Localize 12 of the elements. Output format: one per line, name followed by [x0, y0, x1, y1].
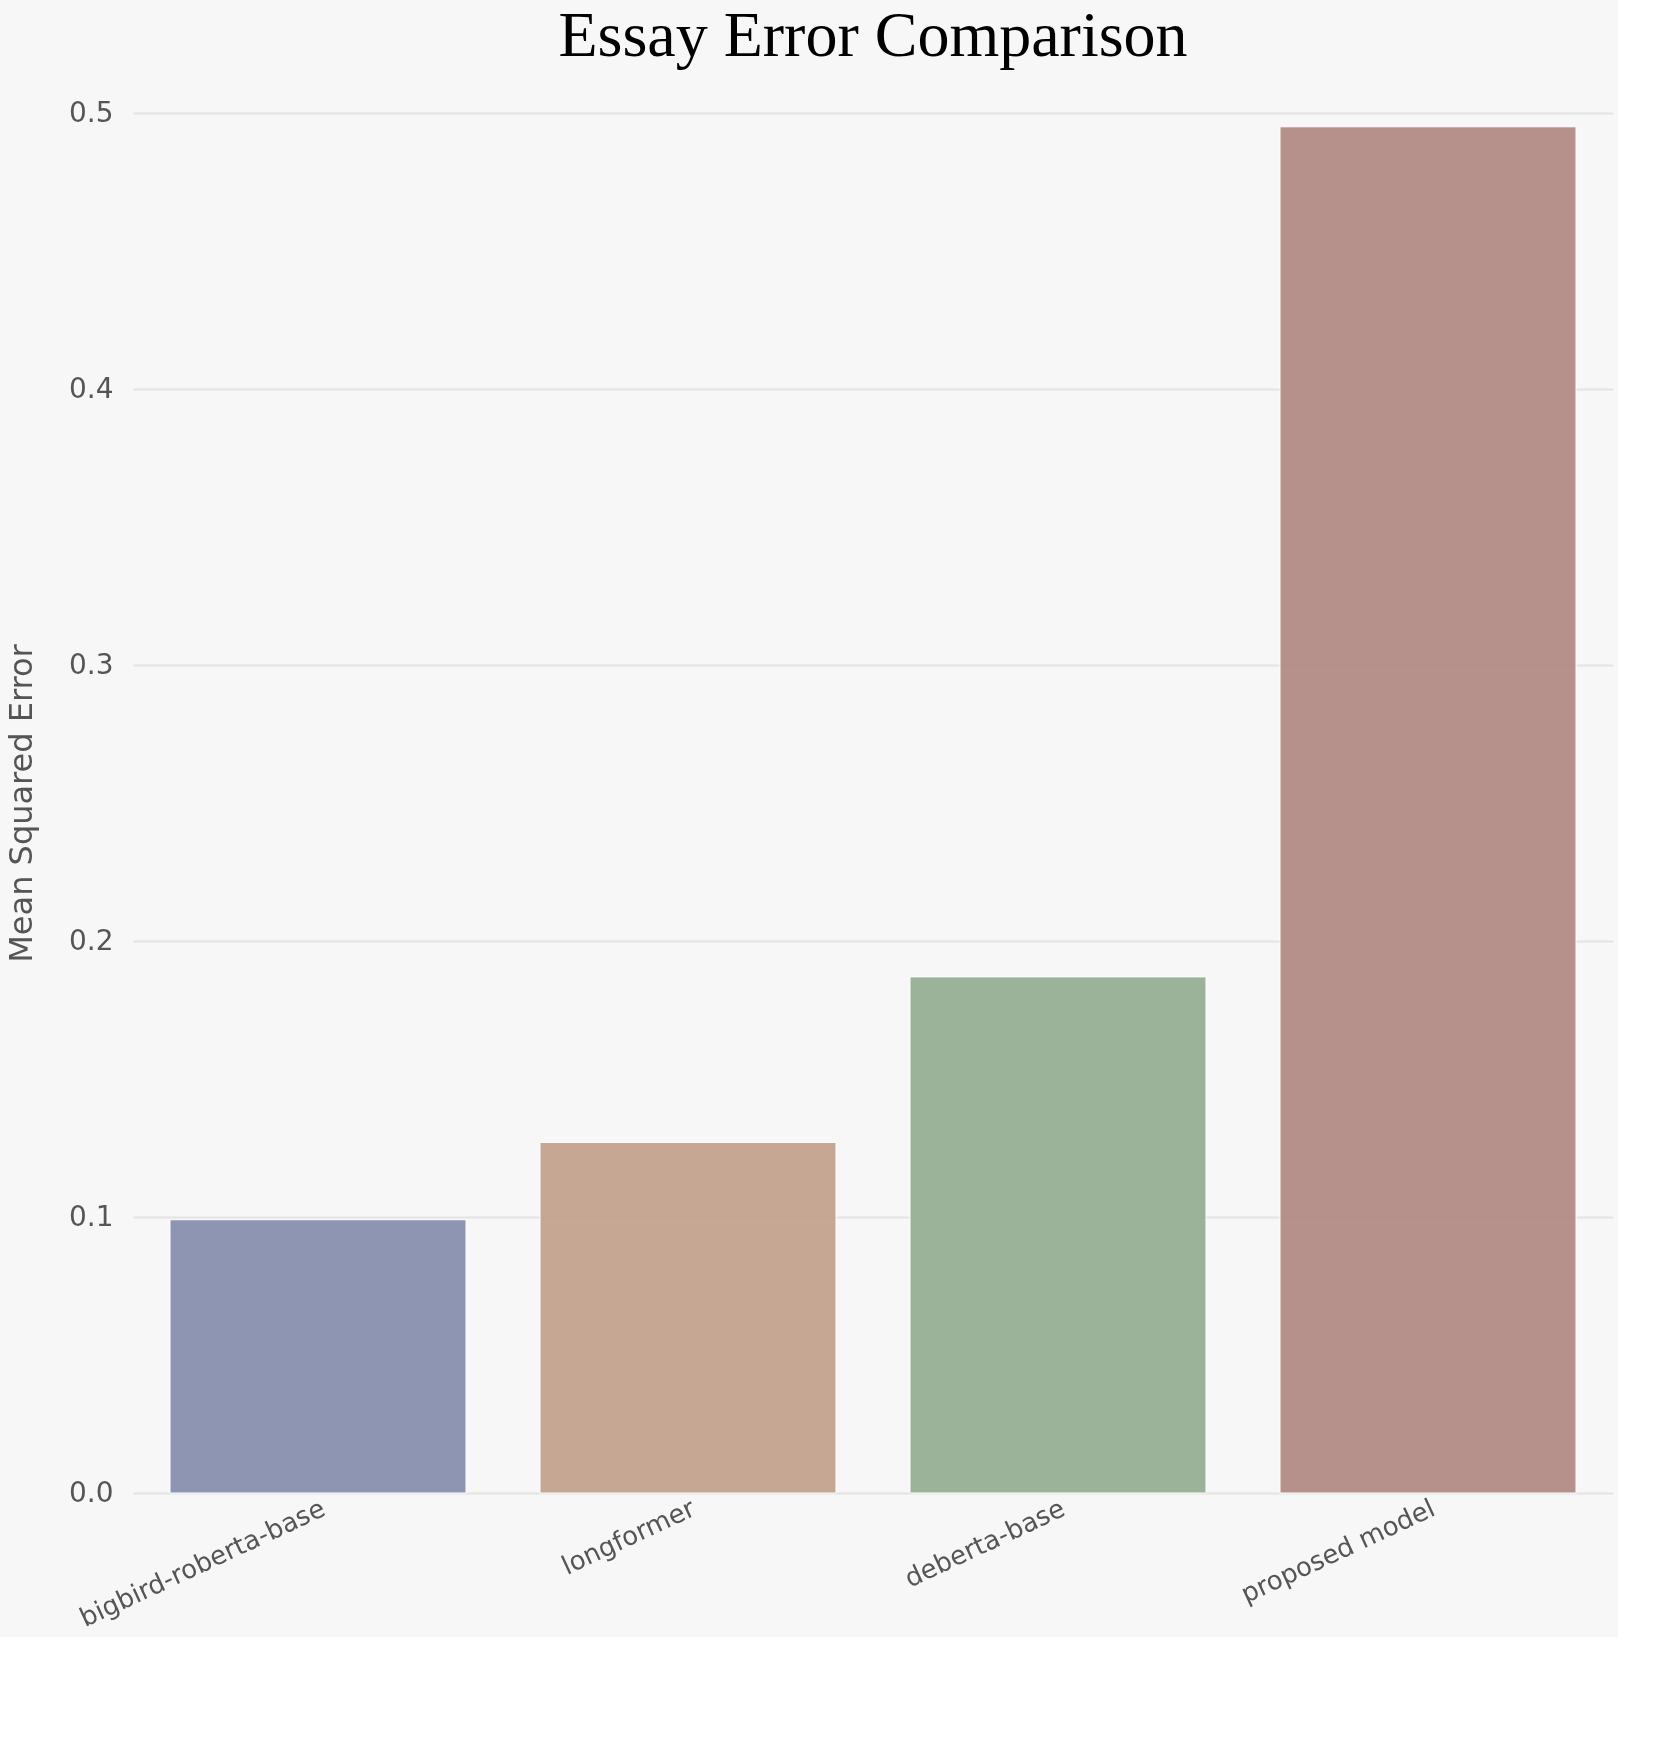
y-tick-label: 0.0 — [68, 1475, 114, 1509]
chart-title: Essay Error Comparison — [558, 0, 1188, 70]
bar — [909, 976, 1207, 1494]
y-tick-label: 0.5 — [68, 95, 114, 129]
bar — [1279, 126, 1577, 1494]
bar — [169, 1219, 467, 1494]
y-axis-title: Mean Squared Error — [1, 643, 40, 963]
bar — [539, 1141, 837, 1494]
y-tick-label: 0.1 — [68, 1199, 114, 1233]
y-tick-label: 0.2 — [68, 923, 114, 957]
y-tick-label: 0.4 — [68, 371, 114, 405]
y-tick-label: 0.3 — [68, 647, 114, 681]
